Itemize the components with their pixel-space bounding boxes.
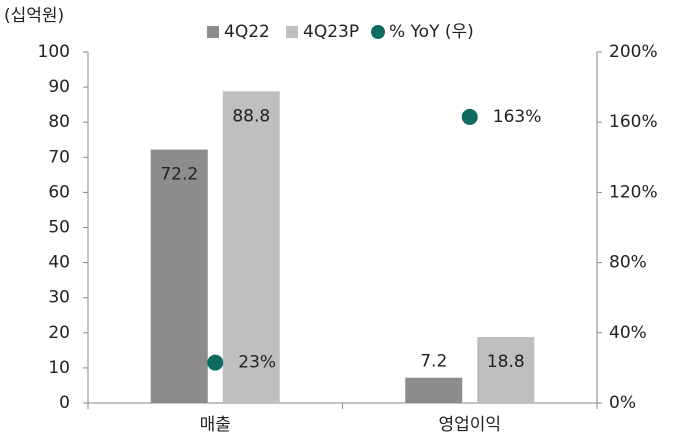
y-tick-label: 30 bbox=[48, 288, 70, 308]
data-label: 72.2 bbox=[160, 165, 198, 185]
y-tick-label: 40 bbox=[48, 253, 70, 273]
y-tick-label: 60 bbox=[48, 182, 70, 202]
y2-tick-label: 120% bbox=[609, 182, 658, 202]
y-tick-label: 50 bbox=[48, 218, 70, 238]
y-tick-label: 0 bbox=[59, 393, 70, 413]
y-tick-label: 90 bbox=[48, 77, 70, 97]
data-label: 88.8 bbox=[232, 106, 270, 126]
legend-marker bbox=[286, 26, 298, 38]
y2-tick-label: 0% bbox=[609, 393, 636, 413]
yoy-dot bbox=[207, 354, 224, 371]
y-tick-label: 10 bbox=[48, 358, 70, 378]
legend-label: % YoY (우) bbox=[389, 22, 474, 42]
data-label: 18.8 bbox=[487, 352, 525, 372]
legend-marker bbox=[207, 26, 219, 38]
y2-tick-label: 80% bbox=[609, 253, 647, 273]
x-tick-label: 영업이익 bbox=[438, 415, 501, 435]
bar bbox=[222, 91, 280, 403]
bar bbox=[150, 149, 208, 403]
y-tick-label: 70 bbox=[48, 147, 70, 167]
data-label: 7.2 bbox=[420, 352, 447, 372]
legend-label: 4Q23P bbox=[303, 22, 359, 42]
bar bbox=[477, 337, 535, 403]
y-tick-label: 20 bbox=[48, 323, 70, 343]
legend-label: 4Q22 bbox=[224, 22, 270, 42]
data-label: 23% bbox=[238, 353, 276, 373]
y-tick-label: 80 bbox=[48, 112, 70, 132]
y2-tick-label: 160% bbox=[609, 112, 658, 132]
yoy-dot bbox=[461, 108, 478, 125]
data-label: 163% bbox=[493, 107, 542, 127]
y2-tick-label: 40% bbox=[609, 323, 647, 343]
legend-marker bbox=[371, 25, 385, 39]
x-tick-label: 매출 bbox=[200, 415, 231, 435]
y-tick-label: 100 bbox=[38, 42, 70, 62]
bar bbox=[405, 377, 463, 403]
y2-tick-label: 200% bbox=[609, 42, 658, 62]
unit-label: (십억원) bbox=[4, 6, 64, 26]
